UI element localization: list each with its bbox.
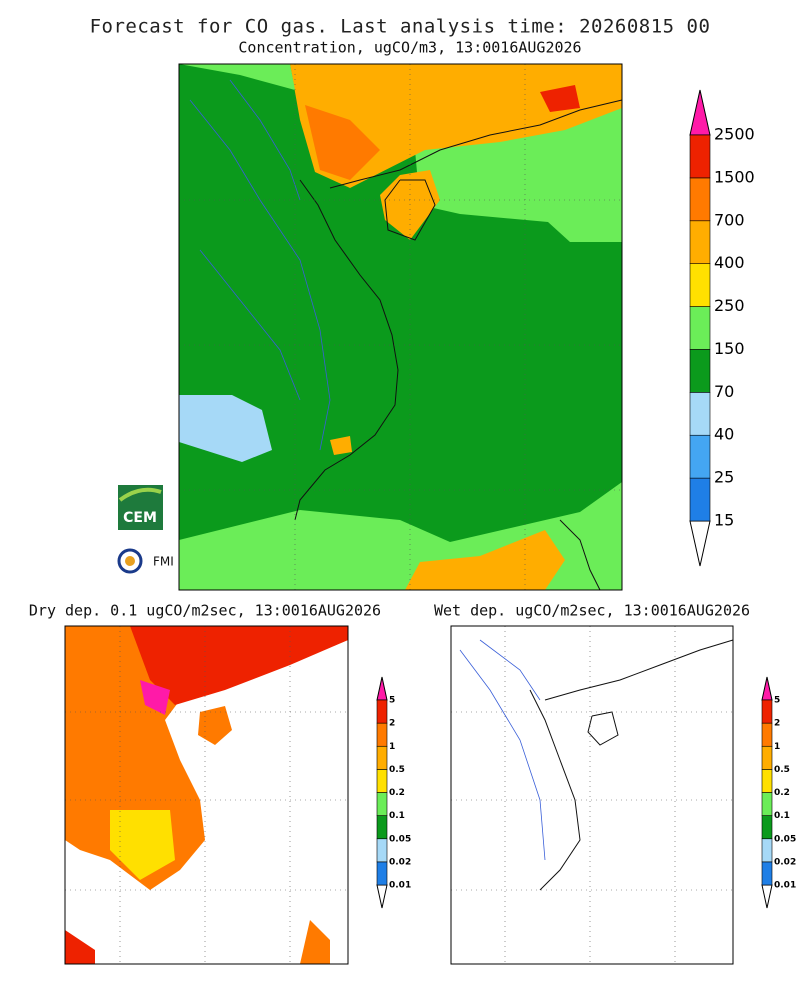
- colorbar-box: [689, 177, 711, 222]
- colorbar-label: 400: [714, 253, 745, 272]
- colorbar-label: 0.2: [389, 788, 405, 798]
- colorbar-box: [376, 699, 388, 724]
- wet-map: [450, 625, 734, 965]
- colorbar-label: 0.01: [774, 881, 796, 891]
- colorbar-box: [761, 745, 773, 770]
- colorbar-under: [376, 884, 388, 909]
- colorbar-label: 70: [714, 382, 734, 401]
- colorbar-label: 0.1: [774, 811, 790, 821]
- colorbar-label: 0.2: [774, 788, 790, 798]
- colorbar-box: [761, 722, 773, 747]
- colorbar-box: [376, 861, 388, 886]
- colorbar-label: 250: [714, 296, 745, 315]
- colorbar-box: [689, 477, 711, 522]
- wet-subtitle: Wet dep. ugCO/m2sec, 13:0016AUG2026: [434, 602, 750, 620]
- colorbar-label: 150: [714, 339, 745, 358]
- colorbar-box: [689, 220, 711, 264]
- colorbar-under: [689, 520, 711, 567]
- colorbar-box: [761, 792, 773, 816]
- colorbar-box: [689, 134, 711, 179]
- colorbar-box: [376, 769, 388, 793]
- colorbar-label: 40: [714, 425, 734, 444]
- figure-title: Forecast for CO gas. Last analysis time:…: [90, 16, 711, 38]
- colorbar-label: 2500: [714, 125, 755, 144]
- colorbar-label: 2: [774, 719, 780, 729]
- dry-map: [64, 625, 349, 965]
- dry-subtitle: Dry dep. 0.1 ugCO/m2sec, 13:0016AUG2026: [29, 602, 381, 620]
- fmi-logo: FMI: [117, 548, 174, 574]
- colorbar-over: [376, 676, 388, 701]
- colorbar-box: [689, 306, 711, 350]
- colorbar-label: 0.02: [389, 857, 411, 867]
- colorbar-over: [761, 676, 773, 701]
- colorbar-box: [761, 815, 773, 840]
- colorbar-label: 0.01: [389, 881, 411, 891]
- colorbar-label: 25: [714, 468, 734, 487]
- colorbar-over: [689, 89, 711, 136]
- colorbar-label: 1: [774, 742, 780, 752]
- cem-logo: CEM: [118, 485, 163, 530]
- colorbar-box: [761, 769, 773, 793]
- colorbar-label: 1500: [714, 167, 755, 186]
- colorbar-box: [376, 838, 388, 863]
- colorbar-box: [689, 349, 711, 393]
- colorbar-box: [761, 861, 773, 886]
- colorbar-label: 2: [389, 719, 395, 729]
- colorbar-label: 0.02: [774, 857, 796, 867]
- main-subtitle: Concentration, ugCO/m3, 13:0016AUG2026: [238, 39, 581, 57]
- colorbar-label: 0.05: [389, 834, 411, 844]
- colorbar-label: 5: [774, 696, 780, 706]
- colorbar-box: [376, 745, 388, 770]
- colorbar-label: 0.05: [774, 834, 796, 844]
- logo-text: CEM: [123, 510, 157, 526]
- colorbar-box: [376, 722, 388, 747]
- colorbar-label: 0.5: [389, 765, 405, 775]
- colorbar-box: [376, 792, 388, 816]
- colorbar-label: 0.5: [774, 765, 790, 775]
- colorbar-label: 700: [714, 210, 745, 229]
- colorbar-box: [761, 699, 773, 724]
- colorbar-box: [376, 815, 388, 840]
- colorbar-box: [689, 434, 711, 479]
- logo-text: FMI: [153, 555, 174, 569]
- colorbar-label: 5: [389, 696, 395, 706]
- colorbar-label: 1: [389, 742, 395, 752]
- colorbar-label: 0.1: [389, 811, 405, 821]
- colorbar-box: [689, 392, 711, 436]
- colorbar-label: 15: [714, 511, 734, 530]
- colorbar-under: [761, 884, 773, 909]
- colorbar-box: [761, 838, 773, 863]
- colorbar-box: [689, 263, 711, 307]
- main-map: [178, 63, 623, 591]
